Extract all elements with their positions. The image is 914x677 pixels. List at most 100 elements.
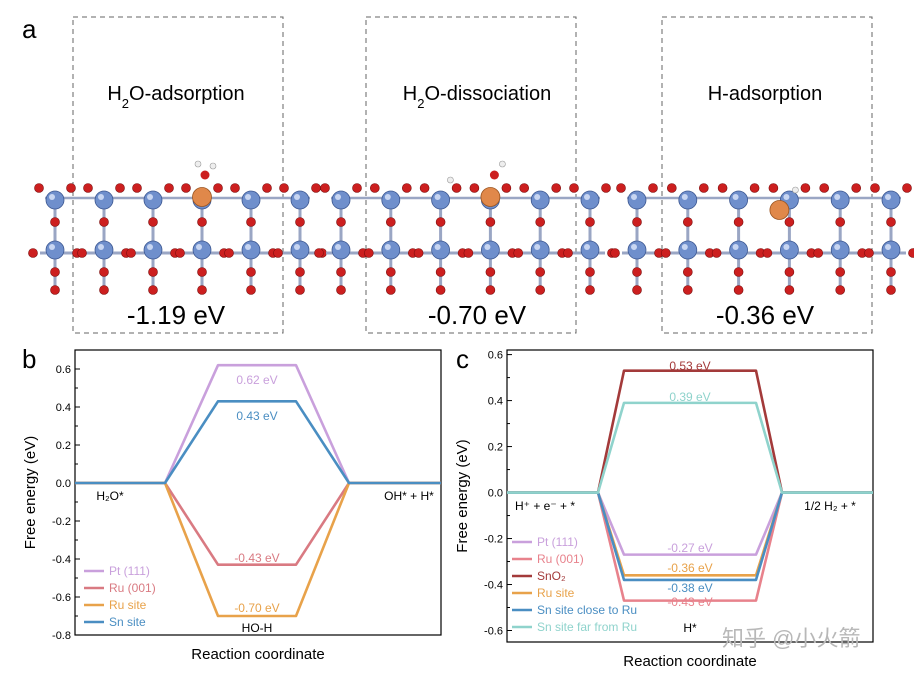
atom-highlight xyxy=(434,194,441,200)
value-label: -0.38 eV xyxy=(667,581,712,595)
oxygen-atom xyxy=(733,267,744,277)
state-label: HO-H xyxy=(242,621,273,635)
oxygen-atom xyxy=(385,217,396,227)
oxygen-atom xyxy=(401,183,412,193)
oxygen-atom xyxy=(50,267,60,277)
series-line xyxy=(507,401,873,494)
oxygen-atom xyxy=(181,183,191,193)
oxygen-atom xyxy=(610,248,620,258)
oxygen-atom xyxy=(50,217,60,227)
oxygen-atom xyxy=(851,183,862,193)
series-line xyxy=(507,369,873,494)
step-title: H-adsorption xyxy=(708,83,823,105)
atom-highlight xyxy=(384,244,391,250)
adsorption-energy: -1.19 eV xyxy=(127,300,226,330)
hydrogen-atom xyxy=(792,186,799,194)
state-label: 1/2 H₂ + * xyxy=(804,499,856,513)
oxygen-atom xyxy=(717,183,728,193)
atom-highlight xyxy=(834,194,841,200)
atom-highlight xyxy=(631,194,637,200)
hydroxyl-oxygen-atom xyxy=(489,170,499,180)
oxygen-atom xyxy=(616,183,626,193)
oxygen-atom xyxy=(148,285,158,295)
atom-highlight xyxy=(245,194,251,200)
state-label: OH* + H* xyxy=(384,489,434,503)
tin-atom xyxy=(431,240,451,260)
oxygen-atom xyxy=(295,267,305,277)
oxygen-atom xyxy=(369,183,380,193)
atom-highlight xyxy=(783,244,790,250)
oxygen-atom xyxy=(698,183,709,193)
oxygen-atom xyxy=(385,267,396,277)
atom-highlight xyxy=(434,244,441,250)
legend-entry: Ru site xyxy=(537,586,575,600)
legend-entry: Ru site xyxy=(109,598,147,612)
legend-entry: Ru (001) xyxy=(537,552,584,566)
ruthenium-atom xyxy=(192,187,212,207)
atom-highlight xyxy=(98,244,104,250)
y-tick-label: 0.4 xyxy=(56,402,71,414)
oxygen-atom xyxy=(569,183,579,193)
tin-atom xyxy=(143,190,163,210)
oxygen-atom xyxy=(385,285,396,295)
oxygen-atom xyxy=(632,285,642,295)
oxygen-atom xyxy=(363,248,374,258)
step-title: H2O-adsorption xyxy=(107,83,244,111)
y-tick-label: 0.2 xyxy=(56,440,71,452)
tin-atom xyxy=(480,240,500,260)
chart-b: -0.8 -0.6 -0.4 -0.2 0.0 0.2 0.4 0.6 Reaction coo… xyxy=(22,349,442,663)
legend-entry: Sn site xyxy=(109,615,146,629)
y-axis-label: Free energy (eV) xyxy=(22,436,39,549)
water-oxygen-atom xyxy=(200,170,210,180)
tin-atom xyxy=(627,190,647,210)
state-label: H₂O* xyxy=(96,489,124,503)
tin-atom xyxy=(192,240,212,260)
tin-atom xyxy=(331,190,351,210)
tin-atom xyxy=(241,190,261,210)
plot-frame xyxy=(74,349,442,636)
atom-highlight xyxy=(631,244,637,250)
tin-atom xyxy=(381,240,401,260)
oxygen-atom xyxy=(682,217,693,227)
oxygen-atom xyxy=(835,285,846,295)
panel-c-letter: c xyxy=(456,344,469,374)
oxygen-atom xyxy=(175,248,185,258)
plot-frame xyxy=(506,349,874,643)
oxygen-atom xyxy=(813,248,824,258)
oxygen-atom xyxy=(632,217,642,227)
value-label: 0.62 eV xyxy=(236,373,277,387)
tin-atom xyxy=(729,240,748,260)
atom-highlight xyxy=(384,194,391,200)
step-title: H2O-dissociation xyxy=(403,83,551,111)
y-tick-label: -0.4 xyxy=(484,580,503,592)
panel-a-letter: a xyxy=(22,14,37,44)
y-tick-label: 0.4 xyxy=(488,396,503,408)
oxygen-atom xyxy=(800,183,811,193)
tin-atom xyxy=(729,190,748,210)
y-tick-label: 0.6 xyxy=(488,350,503,362)
tin-atom xyxy=(381,190,401,210)
atom-highlight xyxy=(885,244,891,250)
tin-atom xyxy=(290,190,310,210)
tin-atom xyxy=(94,190,114,210)
atom-highlight xyxy=(49,194,55,200)
atom-highlight xyxy=(783,194,790,200)
adsorption-energy: -0.36 eV xyxy=(716,300,815,330)
oxygen-atom xyxy=(336,267,346,277)
oxygen-atom xyxy=(784,217,795,227)
panel-b-letter: b xyxy=(22,344,36,374)
tin-atom xyxy=(45,190,65,210)
oxygen-atom xyxy=(908,248,914,258)
atom-highlight xyxy=(732,244,739,250)
atom-highlight xyxy=(681,194,688,200)
legend-entry: SnO₂ xyxy=(537,569,566,583)
oxygen-atom xyxy=(115,183,125,193)
oxygen-atom xyxy=(246,285,256,295)
atom-highlight xyxy=(534,244,541,250)
tin-atom xyxy=(830,240,850,260)
oxygen-atom xyxy=(224,248,234,258)
oxygen-atom xyxy=(66,183,76,193)
value-label: -0.36 eV xyxy=(667,561,712,575)
oxygen-atom xyxy=(870,183,880,193)
